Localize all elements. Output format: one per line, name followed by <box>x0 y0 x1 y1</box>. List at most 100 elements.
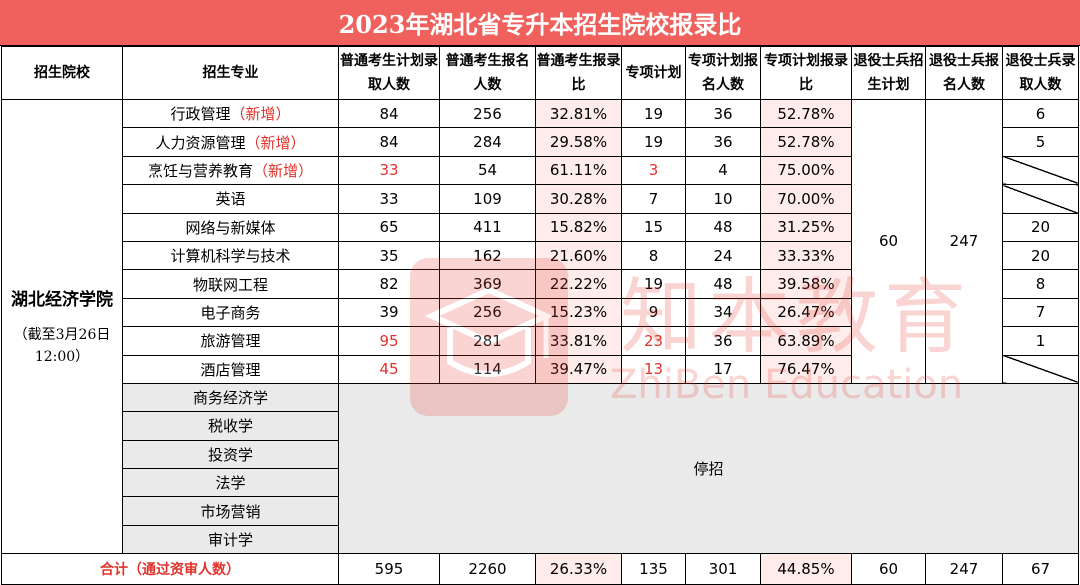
special-plan-cell: 9 <box>621 297 686 328</box>
stopped-label: 停招 <box>338 382 1079 555</box>
major-cell: 人力资源管理（新增） <box>122 127 339 157</box>
header-veteran-plan: 退役士兵招生计划 <box>851 46 926 100</box>
header-major: 招生专业 <box>122 46 339 100</box>
applicants-cell: 54 <box>439 155 536 186</box>
major-cell: 行政管理（新增） <box>122 98 339 129</box>
applicants-cell: 411 <box>439 212 536 242</box>
table-title: 2023年湖北省专升本招生院校报录比 <box>0 0 1080 46</box>
table-row: 计算机科学与技术 35 162 21.60% 8 24 33.33% 20 <box>2 240 1079 271</box>
table-row: 旅游管理 95 281 33.81% 23 36 63.89% 1 <box>2 326 1079 356</box>
table-row: 投资学 <box>2 439 1079 470</box>
table-row: 税收学 <box>2 411 1079 441</box>
special-plan-cell: 7 <box>621 184 686 214</box>
major-cell: 烹饪与营养教育（新增） <box>122 155 339 186</box>
special-ratio-cell: 52.78% <box>760 127 852 157</box>
special-applicants-cell: 36 <box>685 127 761 157</box>
ratio-cell: 22.22% <box>535 269 622 299</box>
new-tag: （新增） <box>245 133 306 152</box>
major-cell: 旅游管理 <box>122 326 339 356</box>
total-label: 合计（通过资审人数） <box>1 553 339 585</box>
ratio-cell: 15.82% <box>535 212 622 242</box>
applicants-cell: 256 <box>439 297 536 328</box>
total-applicants: 2260 <box>439 553 536 585</box>
major-cell: 英语 <box>122 184 339 214</box>
stopped-major-cell: 税收学 <box>122 411 339 441</box>
header-special-plan: 专项计划 <box>621 46 686 100</box>
special-ratio-cell: 52.78% <box>760 98 852 129</box>
special-plan-cell: 15 <box>621 212 686 242</box>
special-ratio-cell: 33.33% <box>760 240 852 271</box>
special-ratio-cell: 31.25% <box>760 212 852 242</box>
total-plan: 595 <box>338 553 440 585</box>
table-row: 烹饪与营养教育（新增） 33 54 61.11% 3 4 75.00% <box>2 155 1079 186</box>
ratio-cell: 61.11% <box>535 155 622 186</box>
header-special-ratio: 专项计划报录比 <box>760 46 852 100</box>
special-plan-cell: 19 <box>621 127 686 157</box>
ratio-cell: 21.60% <box>535 240 622 271</box>
table-row: 商务经济学 停招 <box>2 382 1079 555</box>
table-row: 法学 <box>2 468 1079 498</box>
plan-cell: 35 <box>338 240 440 271</box>
stopped-major-cell: 商务经济学 <box>122 382 339 413</box>
special-plan-cell: 19 <box>621 269 686 299</box>
applicants-cell: 369 <box>439 269 536 299</box>
applicants-cell: 284 <box>439 127 536 157</box>
stopped-major-cell: 市场营销 <box>122 496 339 526</box>
veteran-admit-cell: 5 <box>1002 127 1079 157</box>
header-row: 招生院校 招生专业 普通考生计划录取人数 普通考生报名人数 普通考生报录比 专项… <box>1 46 1079 100</box>
header-applicants: 普通考生报名人数 <box>439 46 536 100</box>
special-ratio-cell: 39.58% <box>760 269 852 299</box>
special-applicants-cell: 36 <box>685 326 761 356</box>
school-name: 湖北经济学院 <box>11 290 113 311</box>
plan-cell: 84 <box>338 98 440 129</box>
ratio-cell: 15.23% <box>535 297 622 328</box>
total-veteran-plan: 60 <box>851 553 926 585</box>
veteran-admit-cell: 6 <box>1002 98 1079 129</box>
special-applicants-cell: 34 <box>685 297 761 328</box>
stopped-major-cell: 审计学 <box>122 524 339 555</box>
plan-cell: 95 <box>338 326 440 356</box>
special-plan-cell: 23 <box>621 326 686 356</box>
header-veteran-applicants: 退役士兵报名人数 <box>925 46 1003 100</box>
veteran-applicants-cell: 247 <box>925 99 1003 384</box>
table-row: 审计学 <box>2 524 1079 555</box>
special-applicants-cell: 36 <box>685 98 761 129</box>
plan-cell: 39 <box>338 297 440 328</box>
ratio-cell: 39.47% <box>535 354 622 384</box>
header-special-applicants: 专项计划报名人数 <box>685 46 761 100</box>
table-row: 酒店管理 45 114 39.47% 13 17 76.47% <box>2 354 1079 384</box>
plan-cell: 33 <box>338 184 440 214</box>
school-note: （截至3月26日12:00） <box>13 327 111 366</box>
ratio-cell: 29.58% <box>535 127 622 157</box>
major-cell: 网络与新媒体 <box>122 212 339 242</box>
empty-diagonal-cell <box>1002 184 1079 214</box>
total-veteran-admit: 67 <box>1002 553 1079 585</box>
header-plan: 普通考生计划录取人数 <box>338 46 440 100</box>
table-row: 电子商务 39 256 15.23% 9 34 26.47% 7 <box>2 297 1079 328</box>
ratio-cell: 33.81% <box>535 326 622 356</box>
header-veteran-admit: 退役士兵录取人数 <box>1002 46 1079 100</box>
total-ratio: 26.33% <box>535 553 622 585</box>
header-ratio: 普通考生报录比 <box>535 46 622 100</box>
total-special-applicants: 301 <box>685 553 761 585</box>
special-ratio-cell: 76.47% <box>760 354 852 384</box>
table-row: 湖北经济学院 （截至3月26日12:00） 行政管理（新增） 84 256 32… <box>1 98 1079 555</box>
special-applicants-cell: 4 <box>685 155 761 186</box>
total-special-ratio: 44.85% <box>760 553 852 585</box>
empty-diagonal-cell <box>1002 354 1079 384</box>
veteran-admit-cell: 20 <box>1002 212 1079 242</box>
veteran-admit-cell: 8 <box>1002 269 1079 299</box>
table-row: 网络与新媒体 65 411 15.82% 15 48 31.25% 20 <box>2 212 1079 242</box>
plan-cell: 65 <box>338 212 440 242</box>
ratio-cell: 30.28% <box>535 184 622 214</box>
total-veteran-applicants: 247 <box>925 553 1003 585</box>
veteran-plan-cell: 60 <box>851 99 926 384</box>
applicants-cell: 281 <box>439 326 536 356</box>
special-plan-cell: 8 <box>621 240 686 271</box>
applicants-cell: 109 <box>439 184 536 214</box>
new-tag: （新增） <box>230 105 291 124</box>
special-applicants-cell: 17 <box>685 354 761 384</box>
major-cell: 计算机科学与技术 <box>122 240 339 271</box>
ratio-cell: 32.81% <box>535 98 622 129</box>
table-row: 英语 33 109 30.28% 7 10 70.00% <box>2 184 1079 214</box>
